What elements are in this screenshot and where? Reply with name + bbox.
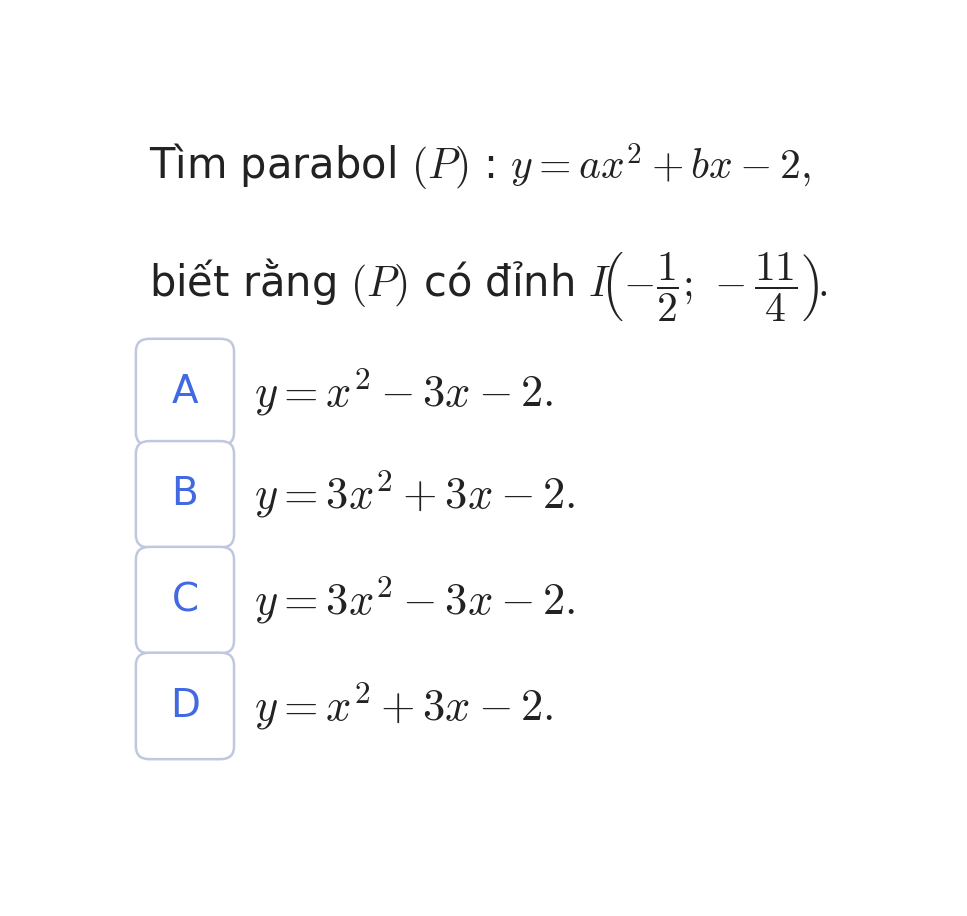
Text: B: B: [171, 475, 198, 513]
Text: biết rằng $(P)$ có đỉnh $I\!\left(-\dfrac{1}{2};\,-\dfrac{11}{4}\right)\!.$: biết rằng $(P)$ có đỉnh $I\!\left(-\dfra…: [149, 251, 828, 324]
Text: Tìm parabol $(P)$ : $y = ax^2 + bx - 2,$: Tìm parabol $(P)$ : $y = ax^2 + bx - 2,$: [149, 142, 811, 193]
FancyBboxPatch shape: [135, 442, 234, 548]
Text: $y = 3x^2 + 3x - 2.$: $y = 3x^2 + 3x - 2.$: [254, 468, 575, 520]
FancyBboxPatch shape: [135, 653, 234, 759]
FancyBboxPatch shape: [135, 339, 234, 445]
Text: C: C: [171, 581, 198, 619]
FancyBboxPatch shape: [135, 547, 234, 653]
Text: $y = 3x^2 - 3x - 2.$: $y = 3x^2 - 3x - 2.$: [254, 574, 575, 626]
Text: $y = x^2 + 3x - 2.$: $y = x^2 + 3x - 2.$: [254, 680, 553, 732]
Text: $y = x^2 - 3x - 2.$: $y = x^2 - 3x - 2.$: [254, 366, 553, 418]
Text: D: D: [170, 687, 200, 725]
Text: A: A: [171, 373, 198, 411]
